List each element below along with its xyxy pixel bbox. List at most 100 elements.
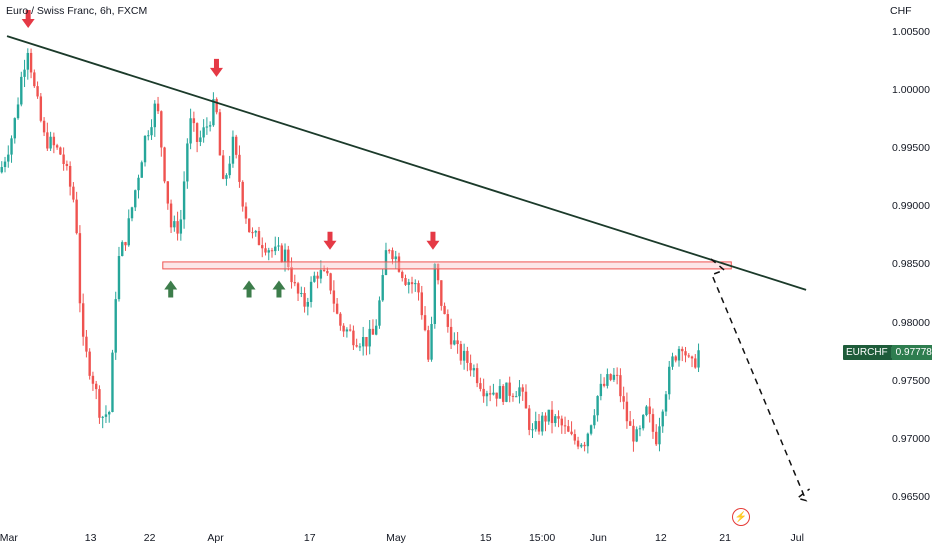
candle-body xyxy=(384,250,388,276)
candle-body xyxy=(186,143,189,182)
candle-body xyxy=(3,161,7,168)
candle-body xyxy=(358,346,362,348)
candle-body xyxy=(101,416,104,418)
candle-body xyxy=(361,337,365,347)
candle-body xyxy=(257,231,261,246)
candle-body xyxy=(430,323,433,360)
candle-body xyxy=(671,356,674,367)
candle-body xyxy=(121,242,124,257)
candle-body xyxy=(648,406,651,415)
candle-body xyxy=(156,103,160,112)
candle-body xyxy=(212,99,215,126)
price-tick-label: 0.99000 xyxy=(892,200,930,213)
candle-body xyxy=(342,325,345,332)
candle-body xyxy=(176,221,179,234)
candle-body xyxy=(150,127,153,136)
price-tick-label: 1.00000 xyxy=(892,83,930,96)
candle-body xyxy=(98,389,101,418)
price-tick-label: 0.97000 xyxy=(892,433,930,446)
candle-body xyxy=(570,431,573,435)
time-tick-label: 12 xyxy=(655,532,667,544)
candle-body xyxy=(456,340,459,345)
candle-body xyxy=(316,275,319,279)
price-tick-label: 1.00500 xyxy=(892,25,930,38)
candle-body xyxy=(368,328,371,347)
candle-body xyxy=(72,186,75,200)
price-tick-label: 0.97500 xyxy=(892,374,930,387)
candle-body xyxy=(241,181,244,207)
candle-body xyxy=(59,147,62,155)
descending-trendline[interactable] xyxy=(6,35,807,291)
candle-body xyxy=(482,388,485,397)
candle-body xyxy=(469,362,472,371)
candle-body xyxy=(339,313,342,326)
time-tick-label: 13 xyxy=(84,532,97,544)
time-tick-label: 22 xyxy=(143,532,156,544)
candle-body xyxy=(36,86,39,97)
candle-body xyxy=(173,221,176,228)
candle-body xyxy=(488,393,492,395)
candle-body xyxy=(632,425,635,442)
candle-body xyxy=(94,383,98,390)
candle-body xyxy=(91,375,95,384)
candle-body xyxy=(547,409,550,422)
candle-body xyxy=(550,409,554,424)
candle-body xyxy=(104,414,108,417)
candle-body xyxy=(287,249,290,268)
price-tick-label: 0.98000 xyxy=(892,316,930,329)
candle-body xyxy=(238,154,241,182)
arrow-down-icon xyxy=(209,58,223,77)
candle-body xyxy=(319,270,323,279)
candle-body xyxy=(332,290,336,304)
candle-body xyxy=(169,203,173,228)
candle-body xyxy=(563,425,567,427)
candle-body xyxy=(300,293,303,295)
time-tick-label: 15:00 xyxy=(528,532,556,544)
candle-body xyxy=(303,293,306,307)
candle-body xyxy=(524,391,528,409)
candle-body xyxy=(114,299,117,353)
candle-body xyxy=(433,263,437,324)
candle-body xyxy=(508,382,511,396)
candle-body xyxy=(166,181,170,204)
candle-body xyxy=(23,69,26,77)
candle-body xyxy=(283,249,287,262)
candle-body xyxy=(111,352,114,413)
candle-body xyxy=(381,275,384,301)
time-tick-label: 15 xyxy=(479,532,492,544)
lightning-alert-icon[interactable]: ⚡ xyxy=(732,508,750,526)
candle-body xyxy=(345,329,349,332)
candle-body xyxy=(674,356,677,361)
candle-body xyxy=(505,382,508,402)
candle-body xyxy=(541,415,544,432)
arrow-down-icon xyxy=(323,231,337,250)
candle-body xyxy=(394,256,397,260)
candle-body xyxy=(261,245,264,249)
candle-body xyxy=(231,136,235,164)
candle-body xyxy=(511,395,515,397)
candle-body xyxy=(593,415,596,426)
candle-body xyxy=(306,301,310,307)
resistance-zone[interactable] xyxy=(162,261,732,270)
candle-body xyxy=(296,283,300,294)
candle-body xyxy=(88,351,91,376)
candle-body xyxy=(388,250,391,252)
time-tick-label: May xyxy=(386,532,406,544)
candle-body xyxy=(221,155,225,179)
candle-body xyxy=(573,434,577,441)
candle-body xyxy=(690,356,694,359)
projection-path[interactable] xyxy=(710,258,811,502)
candle-body xyxy=(329,273,332,291)
candle-body xyxy=(218,112,222,156)
time-tick-label: 21 xyxy=(719,532,731,544)
candle-body xyxy=(596,396,599,416)
drawings-layer xyxy=(6,9,811,502)
candle-body xyxy=(635,429,638,442)
candle-body xyxy=(589,425,593,434)
candle-body xyxy=(580,444,583,447)
price-tick-label: 0.99500 xyxy=(892,142,930,154)
candle-body xyxy=(651,414,655,432)
candle-body xyxy=(681,348,684,352)
candle-body xyxy=(137,177,140,191)
